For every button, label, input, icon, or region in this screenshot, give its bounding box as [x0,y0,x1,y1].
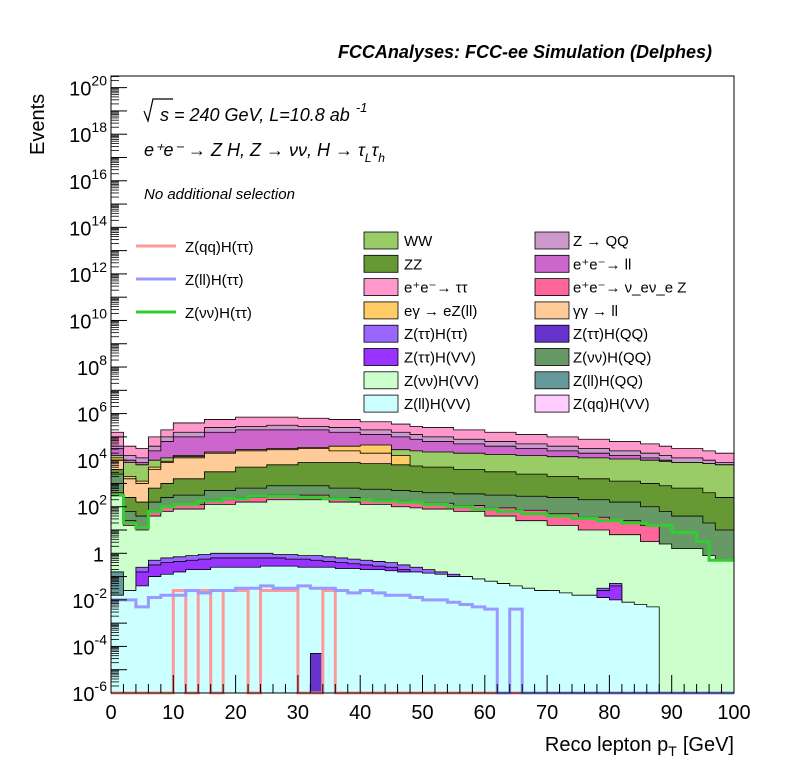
y-tick-label: 10-4 [72,631,107,659]
legend-entry: WW [404,233,433,250]
y-axis: 10-6 10-4 10-2 1 102 104 106 108 1010 1012 1014 101… [69,73,127,706]
x-tick-label: 70 [536,702,558,724]
legend-entry: Z(qq)H(ττ) [185,239,254,256]
y-tick-label: 1016 [69,166,107,194]
legend-entry: e⁺e⁻→ ττ [404,280,468,297]
legend-entry: Z(ll)H(ττ) [185,272,244,289]
legend-entry: ZZ [404,256,422,273]
legend-entry: Z(νν)H(VV) [404,373,479,390]
sqrt-icon [143,98,173,124]
y-tick-label: 1 [93,544,104,566]
x-tick-label: 40 [349,702,371,724]
line-z-ll-h- [111,584,734,695]
signal-lines [111,493,734,695]
y-tick-label: 1010 [69,305,107,333]
x-tick-label: 0 [105,702,116,724]
chart-title: FCCAnalyses: FCC-ee Simulation (Delphes) [338,42,712,62]
legend-entry: γγ → ll [573,303,618,320]
y-tick-label: 1018 [69,119,107,147]
x-tick-label: 10 [162,702,184,724]
legend-entry: Z → QQ [573,233,629,250]
y-tick-label: 102 [77,492,107,520]
y-tick-label: 1020 [69,73,107,101]
y-tick-label: 1012 [69,259,107,287]
x-tick-label: 90 [661,702,683,724]
legend-entry: e⁺e⁻→ ν_eν_e Z [573,280,686,297]
line-z-h- [111,493,734,562]
y-tick-label: 1014 [69,212,107,240]
legend-entry: Z(ττ)H(VV) [404,350,476,367]
legend-entry: Z(ττ)H(ττ) [404,326,468,343]
legend-entry: Z(νν)H(QQ) [573,350,651,367]
annotation-selection: No additional selection [144,186,295,203]
legend-entry: eγ → eZ(ll) [404,303,477,320]
y-tick-label: 10-2 [72,585,107,613]
legend-entry: Z(νν)H(ττ) [185,305,252,322]
y-tick-label: 106 [77,399,107,427]
hist-z-h-qq [309,653,324,694]
x-tick-label: 60 [474,702,496,724]
legend-entry: Z(ll)H(QQ) [573,373,643,390]
x-tick-label: 50 [411,702,433,724]
x-tick-label: 80 [598,702,620,724]
svg-text:s = 240 GeV, L=10.8 ab-1: s = 240 GeV, L=10.8 ab -1 [160,100,367,125]
legend-entry: Z(ll)H(VV) [404,396,471,413]
legend-entry: Z(qq)H(VV) [573,396,650,413]
annotation-energy: s = 240 GeV, L=10.8 ab -1 [143,98,367,125]
x-tick-label: 100 [717,702,750,724]
legend-entry: Z(ττ)H(QQ) [573,326,648,343]
x-axis: 0 10 20 30 40 50 60 70 80 90 100 [105,675,751,724]
annotation-process: e⁺e⁻ → Z H, Z → νν, H → τLτh [144,140,385,165]
histogram-bars [110,416,735,694]
legend: Z(qq)H(ττ) Z(ll)H(ττ) Z(νν)H(ττ) WW ZZ e⁺e⁻→ … [136,231,686,413]
y-tick-label: 104 [77,445,107,473]
x-tick-label: 30 [287,702,309,724]
x-axis-label: Reco lepton pT [GeV] [545,734,734,759]
x-tick-label: 20 [224,702,246,724]
y-tick-label: 10-6 [72,678,107,706]
y-axis-label: Events [27,94,49,155]
legend-entry: e⁺e⁻→ ll [573,256,631,273]
y-tick-label: 108 [77,352,107,380]
